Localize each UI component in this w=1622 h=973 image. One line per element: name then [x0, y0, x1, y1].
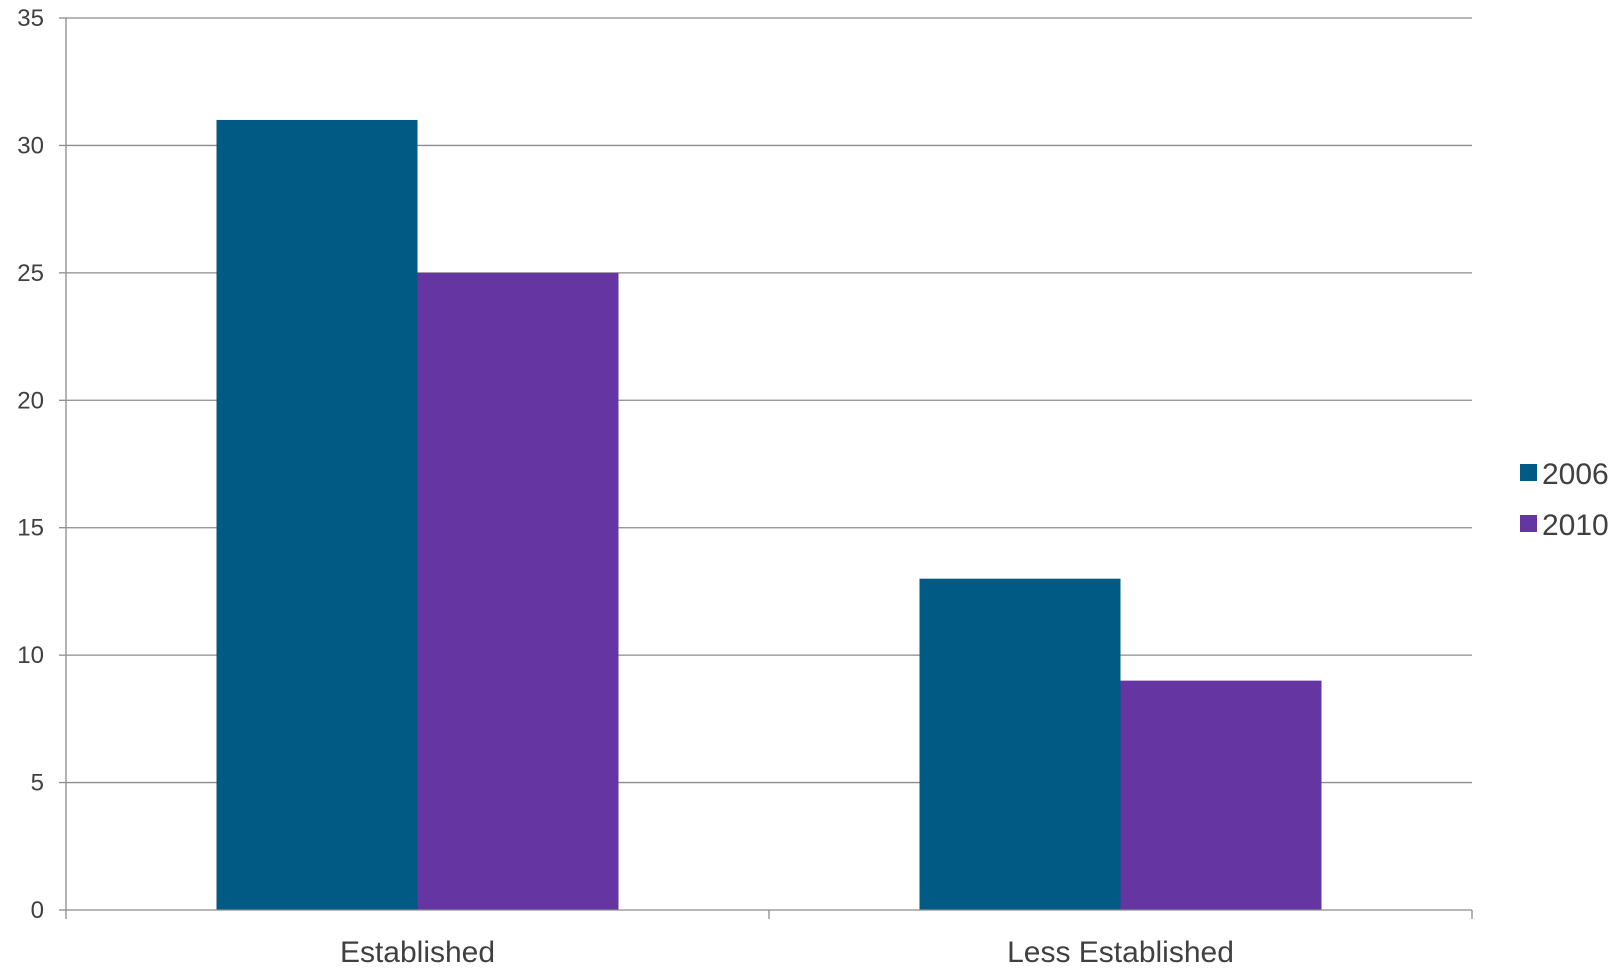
y-tick-label: 20	[17, 387, 44, 414]
bar-2010-established	[417, 272, 619, 910]
y-tick-label: 10	[17, 642, 44, 669]
legend: 2006 2010	[1520, 458, 1609, 542]
legend-swatch-2010	[1520, 515, 1537, 532]
axes	[59, 17, 1473, 919]
y-tick-label: 35	[17, 5, 44, 32]
x-axis-category-labels: Established Less Established	[340, 936, 1234, 969]
bars	[216, 119, 1322, 910]
legend-swatch-2006	[1520, 464, 1537, 481]
legend-label-2010: 2010	[1542, 509, 1609, 542]
x-category-label: Less Established	[1007, 936, 1234, 968]
y-tick-label: 0	[31, 897, 44, 924]
bar-2006-established	[216, 119, 418, 910]
y-tick-label: 25	[17, 260, 44, 287]
y-tick-label: 30	[17, 132, 44, 159]
y-axis-tick-labels: 0 5 10 15 20 25 30 35	[17, 5, 44, 924]
y-tick-label: 15	[17, 515, 44, 542]
bar-2010-less-established	[1120, 680, 1322, 910]
bar-2006-less-established	[919, 578, 1121, 910]
x-category-label: Established	[340, 936, 495, 968]
y-tick-label: 5	[31, 770, 44, 797]
legend-label-2006: 2006	[1542, 458, 1609, 491]
